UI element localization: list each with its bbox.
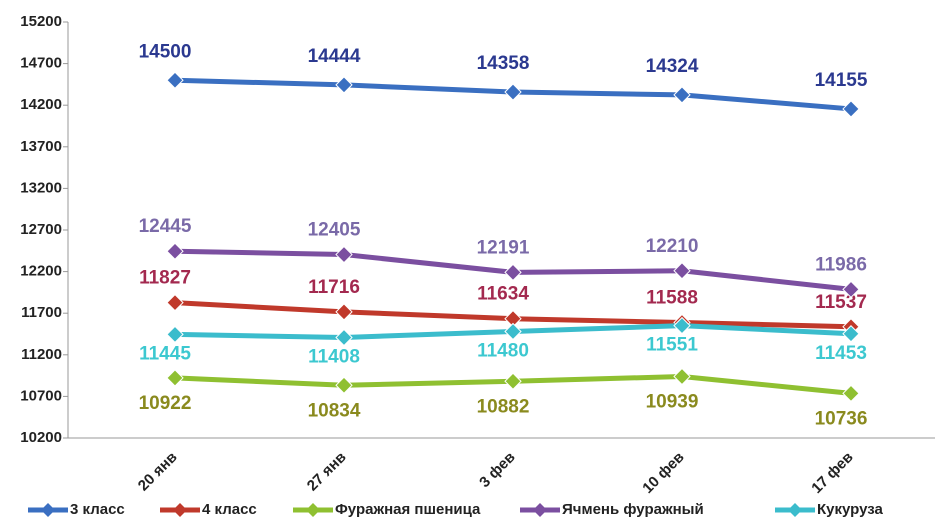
x-tick-label: 20 янв	[135, 449, 181, 495]
y-tick-label: 13700	[20, 138, 62, 155]
data-label: 10922	[139, 393, 192, 414]
point	[167, 72, 183, 88]
y-tick-label: 12200	[20, 263, 62, 280]
data-label: 10939	[646, 392, 699, 413]
data-label: 14324	[646, 56, 699, 77]
legend-item: Фуражная пшеница	[293, 501, 481, 518]
data-label: 12191	[477, 237, 530, 258]
data-label: 11453	[815, 343, 867, 364]
point	[674, 87, 690, 103]
point	[505, 84, 521, 100]
x-tick-label: 17 фев	[808, 449, 856, 497]
data-label: 14500	[139, 41, 192, 62]
legend-label: Фуражная пшеница	[335, 501, 481, 518]
data-label: 11480	[477, 341, 529, 362]
y-tick-label: 10700	[20, 387, 62, 404]
legend-item: Кукуруза	[775, 501, 884, 518]
y-tick-label: 11200	[21, 346, 62, 363]
data-label: 14444	[308, 46, 361, 67]
data-label: 12210	[646, 236, 699, 257]
point	[167, 243, 183, 259]
legend-marker	[533, 503, 547, 517]
data-label: 11537	[815, 292, 867, 313]
legend-label: 4 класс	[202, 501, 257, 518]
data-label: 11408	[308, 347, 360, 368]
data-label: 10736	[815, 408, 868, 429]
point	[843, 101, 859, 117]
point	[505, 373, 521, 389]
y-tick-label: 10200	[20, 429, 62, 446]
legend-marker	[41, 503, 55, 517]
legend-marker	[788, 503, 802, 517]
data-label: 11634	[477, 284, 529, 305]
data-label: 11827	[139, 268, 191, 289]
legend-marker	[306, 503, 320, 517]
y-tick-label: 15200	[20, 13, 62, 30]
legend-label: 3 класс	[70, 501, 125, 518]
data-label: 12445	[139, 216, 192, 237]
point	[843, 385, 859, 401]
point	[167, 295, 183, 311]
data-label: 14358	[477, 53, 530, 74]
point	[336, 247, 352, 263]
point	[505, 264, 521, 280]
data-label: 10882	[477, 396, 530, 417]
legend-marker	[173, 503, 187, 517]
point	[167, 326, 183, 342]
y-tick-label: 13200	[20, 179, 62, 196]
point	[674, 369, 690, 385]
x-tick-label: 3 фев	[476, 449, 518, 491]
point	[505, 324, 521, 340]
data-label: 11445	[139, 343, 191, 364]
point	[336, 377, 352, 393]
data-label: 11716	[308, 277, 360, 298]
data-label: 12405	[308, 220, 361, 241]
y-tick-label: 12700	[20, 221, 62, 238]
y-tick-label: 14700	[20, 55, 62, 72]
legend-item: 3 класс	[28, 501, 125, 518]
point	[336, 77, 352, 93]
point	[167, 370, 183, 386]
y-tick-label: 14200	[20, 96, 62, 113]
data-label: 10834	[308, 400, 361, 421]
legend-item: Ячмень фуражный	[520, 501, 704, 518]
data-label: 14155	[815, 70, 868, 91]
point	[336, 304, 352, 320]
data-label: 11986	[815, 254, 867, 275]
legend-label: Ячмень фуражный	[562, 501, 704, 518]
point	[674, 263, 690, 279]
y-tick-label: 11700	[21, 304, 62, 321]
point	[336, 329, 352, 345]
data-label: 11588	[646, 288, 698, 309]
x-tick-label: 10 фев	[639, 449, 687, 497]
legend-label: Кукуруза	[817, 501, 884, 518]
chart: 10200 10700 11200 11700 12200 12700 13200 13700…	[0, 0, 947, 522]
data-label: 11551	[646, 335, 698, 356]
x-tick-label: 27 янв	[304, 449, 350, 495]
legend-item: 4 класс	[160, 501, 257, 518]
